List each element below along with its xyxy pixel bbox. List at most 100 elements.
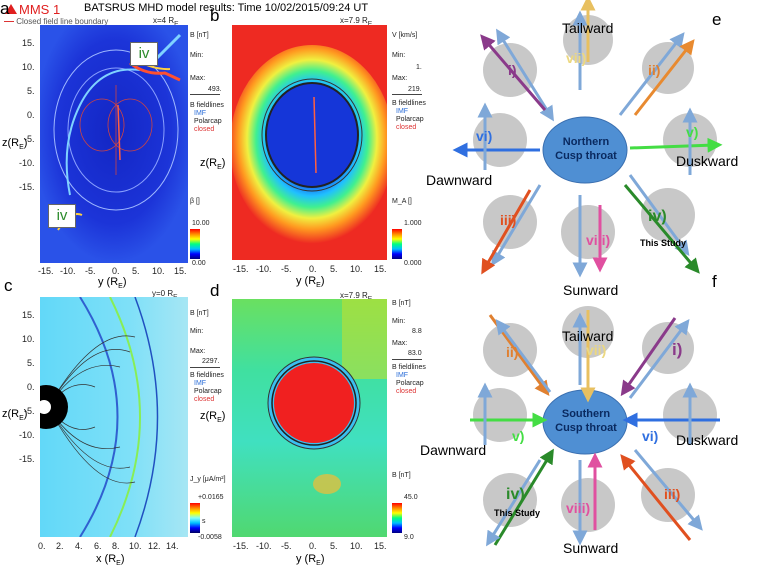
side-a-polarcap: Polarcap bbox=[194, 118, 222, 125]
panel-c-ytick: 5. bbox=[27, 358, 35, 368]
side-a-colorbar bbox=[190, 229, 200, 259]
side-a-unit: B [nT] bbox=[190, 32, 209, 39]
panel-a-xtick: -15. bbox=[38, 266, 54, 276]
diagram-f-label-iv: iv) bbox=[506, 486, 525, 503]
diagram-f-label-i: i) bbox=[672, 340, 683, 359]
diagram-e-label-ii: ii) bbox=[648, 62, 661, 78]
panel-a-xtick: -10. bbox=[60, 266, 76, 276]
panel-d-xtick: 5. bbox=[330, 541, 338, 551]
panel-c-xtick: 8. bbox=[112, 541, 120, 551]
panel-a-ytick: 0. bbox=[27, 110, 35, 120]
panel-a-xtick: -5. bbox=[85, 266, 96, 276]
side-a-cbot: 0.00 bbox=[192, 260, 206, 267]
panel-d-letter: d bbox=[210, 281, 220, 300]
panel-b-xtick: -5. bbox=[281, 264, 292, 274]
side-c-maxval: 2297. bbox=[202, 358, 220, 365]
diagram-e-letter: e bbox=[712, 10, 722, 29]
panel-c-xtick: 10. bbox=[129, 541, 142, 551]
diagram-f-label-vi: vi) bbox=[642, 428, 659, 444]
side-c-cbot: -0.0058 bbox=[198, 534, 222, 541]
panel-c-ytick: -5. bbox=[24, 406, 35, 416]
panel-d-xtick: -5. bbox=[281, 541, 292, 551]
diagram-f-bottom: Sunward bbox=[563, 540, 619, 556]
panel-a-ytick: 10. bbox=[22, 62, 35, 72]
side-c-closed: closed bbox=[194, 396, 215, 403]
panel-b-xtick: 5. bbox=[330, 264, 338, 274]
side-a-fieldlines: B fieldlines bbox=[190, 102, 224, 109]
panel-a-ylabel: z(RE) bbox=[2, 137, 28, 152]
panel-b-xtick: -10. bbox=[256, 264, 272, 274]
side-b-imf: IMF bbox=[396, 108, 409, 115]
diagram-e-center-2: Cusp throat bbox=[555, 150, 617, 162]
panel-c-plot bbox=[40, 297, 188, 537]
panel-d-xtick: 10. bbox=[350, 541, 363, 551]
side-b-unit: V [km/s] bbox=[392, 32, 418, 39]
diagram-f-label-iii: iii) bbox=[664, 486, 681, 502]
diagram-f-center-2: Cusp throat bbox=[555, 422, 617, 434]
side-c-min: Min: bbox=[190, 328, 204, 335]
panel-c-xtick: 12. bbox=[148, 541, 161, 551]
diagram-e-label-iv: iv) bbox=[648, 208, 667, 225]
panel-a-label-iv-bottom: iv bbox=[48, 204, 76, 228]
panel-b-xtick: 0. bbox=[309, 264, 317, 274]
panel-d-xtick: 0. bbox=[309, 541, 317, 551]
panel-c-letter: c bbox=[4, 276, 13, 295]
panel-c-xtick: 14. bbox=[166, 541, 179, 551]
mms-marker-icon bbox=[5, 4, 17, 14]
side-d-divider bbox=[392, 359, 422, 360]
panel-c-ytick: 15. bbox=[22, 310, 35, 320]
panel-c-xtick: 2. bbox=[56, 541, 64, 551]
diagram-e-right: Duskward bbox=[676, 153, 739, 169]
side-b-colorbar bbox=[392, 229, 402, 259]
side-b-minval: 1. bbox=[416, 64, 422, 71]
panel-a-xtick: 5. bbox=[132, 266, 140, 276]
panel-d-xlabel: y (RE) bbox=[296, 553, 325, 568]
side-d-bb: B [nT] bbox=[392, 472, 411, 479]
diagram-e-graphic bbox=[452, 0, 723, 278]
side-c-divider bbox=[190, 367, 220, 368]
diagram-e-label-i: i) bbox=[508, 62, 517, 78]
mms-label: MMS 1 bbox=[19, 2, 61, 17]
panel-c-field bbox=[40, 297, 188, 537]
side-c-max: Max: bbox=[190, 348, 206, 355]
panel-c-xtick: 4. bbox=[75, 541, 83, 551]
diagram-e-top: Tailward bbox=[562, 20, 614, 36]
panel-c-ytick: 10. bbox=[22, 334, 35, 344]
side-b-fieldlines: B fieldlines bbox=[392, 100, 426, 107]
panel-c-xtick: 0. bbox=[38, 541, 46, 551]
diagram-f-right: Duskward bbox=[676, 432, 739, 448]
panel-c-ytick: -15. bbox=[19, 454, 35, 464]
diagram-e-left: Dawnward bbox=[426, 172, 493, 188]
panel-d-ylabel: z(RE) bbox=[200, 410, 226, 425]
diagram-f-center-1: Southern bbox=[561, 408, 611, 420]
side-d-colorbar bbox=[392, 503, 402, 533]
panel-b-field bbox=[232, 25, 387, 260]
side-a-closed: closed bbox=[194, 126, 215, 133]
diagram-f-graphic bbox=[470, 306, 720, 547]
side-d-minval: 8.8 bbox=[412, 328, 422, 335]
diagram-e-label-vii: vii) bbox=[566, 50, 587, 66]
panel-a-ytick: -10. bbox=[19, 158, 35, 168]
diagram-f-study: This Study bbox=[494, 508, 541, 518]
diagram-f-center: Southern Cusp throat bbox=[547, 407, 625, 435]
panel-a-ytick: 5. bbox=[27, 86, 35, 96]
panel-b-xtick: 10. bbox=[350, 264, 363, 274]
side-a-ctop: 10.00 bbox=[192, 220, 210, 227]
diagram-f-label-vii: vii) bbox=[586, 342, 607, 358]
diagram-e-label-vi: vi) bbox=[476, 128, 493, 144]
side-a-imf: IMF bbox=[194, 110, 207, 117]
panel-c-ylabel: z(RE) bbox=[2, 408, 28, 423]
panel-a-xtick: 0. bbox=[112, 266, 120, 276]
side-b-divider bbox=[392, 94, 422, 95]
side-c-jy: J_y [μA/m²] bbox=[190, 476, 226, 483]
panel-b-letter: b bbox=[210, 6, 220, 25]
side-a-divider bbox=[190, 94, 220, 95]
panel-a-xlabel: y (RE) bbox=[98, 276, 127, 291]
side-b-ma: M_A [] bbox=[392, 198, 412, 205]
side-c-ctop: +0.0165 bbox=[198, 494, 224, 501]
side-d-cbot: 9.0 bbox=[404, 534, 414, 541]
side-d-imf: IMF bbox=[396, 372, 409, 379]
side-c-fieldlines: B fieldlines bbox=[190, 372, 224, 379]
panel-a-xtick: 10. bbox=[152, 266, 165, 276]
panel-c-ytick: -10. bbox=[19, 430, 35, 440]
